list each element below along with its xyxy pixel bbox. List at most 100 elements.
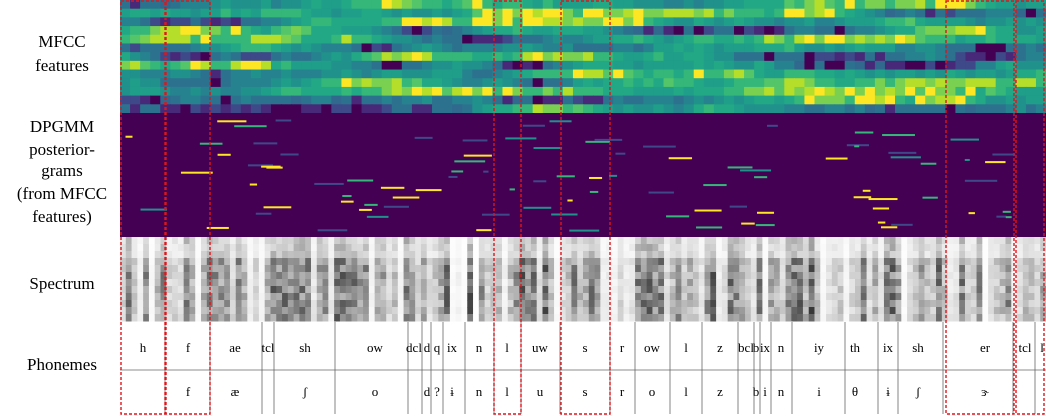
spectrum-cell	[508, 251, 514, 259]
spectrum-cell	[184, 307, 190, 315]
spectrum-cell	[409, 286, 415, 294]
mfcc-cell	[704, 17, 715, 26]
mfcc-cell	[986, 17, 997, 26]
spectrum-cell	[542, 258, 548, 266]
mfcc-cell	[321, 61, 332, 70]
mfcc-cell	[533, 104, 544, 113]
mfcc-cell	[362, 61, 373, 70]
spectrum-cell	[126, 293, 132, 301]
spectrum-cell	[247, 244, 253, 252]
mfcc-cell	[674, 0, 685, 9]
posterior-dash	[888, 152, 916, 154]
posterior-dash	[695, 210, 722, 212]
spectrum-cell	[971, 258, 977, 266]
spectrum-cell	[745, 265, 751, 273]
spectrum-cell	[652, 244, 658, 252]
spectrum-cell	[739, 244, 745, 252]
mfcc-cell	[221, 0, 232, 9]
mfcc-cell	[684, 0, 695, 9]
spectrum-cell	[1034, 293, 1040, 301]
mfcc-cell	[885, 35, 896, 44]
spectrum-cell	[299, 293, 305, 301]
mfcc-cell	[583, 52, 594, 61]
spectrum-cell	[612, 279, 618, 287]
mfcc-cell	[593, 78, 604, 87]
spectrum-cell	[577, 300, 583, 308]
spectrum-cell	[751, 244, 757, 252]
posterior-dash	[384, 206, 409, 208]
spectrum-cell	[224, 300, 230, 308]
mfcc-cell	[482, 104, 493, 113]
mfcc-cell	[482, 70, 493, 79]
mfcc-cell	[714, 96, 725, 105]
mfcc-cell	[925, 96, 936, 105]
spectrum-cell	[977, 258, 983, 266]
spectrum-cell	[375, 258, 381, 266]
posterior-dash	[253, 142, 277, 144]
mfcc-cell	[583, 104, 594, 113]
mfcc-cell	[392, 52, 403, 61]
spectrum-cell	[977, 314, 983, 322]
mfcc-cell	[543, 78, 554, 87]
spectrum-cell	[936, 293, 942, 301]
mfcc-cell	[603, 70, 614, 79]
mfcc-cell	[281, 17, 292, 26]
spectrum-cell	[189, 251, 195, 259]
panels	[120, 0, 1046, 322]
spectrum-cell	[317, 265, 323, 273]
spectrum-cell	[595, 286, 601, 294]
spectrum-cell	[230, 251, 236, 259]
mfcc-cell	[754, 17, 765, 26]
spectrum-cell	[392, 307, 398, 315]
spectrum-cell	[444, 237, 450, 245]
spectrum-cell	[282, 286, 288, 294]
mfcc-cell	[130, 17, 141, 26]
spectrum-cell	[855, 286, 861, 294]
posteriorgram	[120, 113, 1046, 237]
mfcc-cell	[140, 70, 151, 79]
mfcc-cell	[895, 43, 906, 52]
spectrum-cell	[467, 258, 473, 266]
spectrum-cell	[189, 272, 195, 280]
row-label: features	[35, 56, 89, 75]
mfcc-cell	[150, 61, 161, 70]
spectrum-cell	[901, 244, 907, 252]
spectrum-cell	[467, 307, 473, 315]
mfcc-cell	[865, 0, 876, 9]
spectrum-cell	[334, 286, 340, 294]
spectrum-cell	[878, 307, 884, 315]
spectrum-cell	[832, 258, 838, 266]
spectrum-cell	[282, 265, 288, 273]
mfcc-cell	[674, 43, 685, 52]
spectrum-cell	[282, 258, 288, 266]
spectrum-cell	[924, 251, 930, 259]
spectrum-cell	[514, 293, 520, 301]
spectrum-cell	[473, 286, 479, 294]
spectrum-cell	[716, 307, 722, 315]
spectrum-cell	[959, 244, 965, 252]
spectrum-cell	[739, 314, 745, 322]
mfcc-cell	[694, 52, 705, 61]
mfcc-cell	[895, 0, 906, 9]
spectrum-cell	[548, 293, 554, 301]
phoneme-ipa: æ	[231, 384, 240, 399]
spectrum-cell	[172, 258, 178, 266]
spectrum-cell	[762, 286, 768, 294]
spectrum-cell	[363, 258, 369, 266]
spectrum-cell	[508, 258, 514, 266]
posterior-dash	[1006, 216, 1012, 218]
mfcc-cell	[472, 35, 483, 44]
phoneme-arpabet: r	[620, 340, 625, 355]
spectrum-cell	[479, 265, 485, 273]
spectrum-cell	[959, 265, 965, 273]
spectrum-cell	[137, 265, 143, 273]
mfcc-cell	[170, 43, 181, 52]
mfcc-cell	[352, 9, 363, 18]
mfcc-cell	[533, 43, 544, 52]
spectrum-cell	[733, 272, 739, 280]
spectrum-cell	[317, 258, 323, 266]
spectrum-cell	[230, 286, 236, 294]
spectrum-cell	[195, 314, 201, 322]
spectrum-cell	[409, 237, 415, 245]
mfcc-cell	[261, 70, 272, 79]
